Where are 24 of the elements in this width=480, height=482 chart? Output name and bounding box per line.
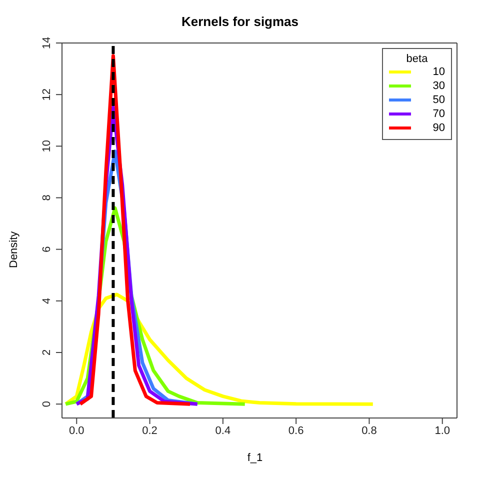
x-tick-label: 0.0 xyxy=(68,424,84,437)
x-tick-label: 0.8 xyxy=(362,424,377,437)
legend-title: beta xyxy=(405,53,429,65)
legend-label: 70 xyxy=(432,108,445,120)
x-tick-label: 1.0 xyxy=(434,424,450,437)
y-tick-label: 4 xyxy=(41,298,53,304)
legend-label: 50 xyxy=(432,94,445,106)
line-series xyxy=(78,54,192,406)
legend-label: 90 xyxy=(432,122,445,134)
x-tick-label: 0.6 xyxy=(288,424,304,437)
x-axis-title: f_1 xyxy=(246,452,264,464)
y-tick-label: 0 xyxy=(41,401,53,408)
x-tick-label: 0.4 xyxy=(215,424,231,437)
y-axis-title: Density xyxy=(8,230,20,268)
y-tick-label: 14 xyxy=(41,36,53,50)
y-tick-label: 6 xyxy=(41,246,53,252)
y-tick-label: 10 xyxy=(41,140,53,152)
legend-label: 30 xyxy=(432,80,445,92)
y-tick-label: 2 xyxy=(41,349,53,356)
chart-title: Kernels for sigmas xyxy=(180,14,300,29)
y-tick-label: 12 xyxy=(41,88,53,101)
x-tick-label: 0.2 xyxy=(142,424,158,437)
y-tick-label: 8 xyxy=(41,194,53,201)
legend-label: 10 xyxy=(432,66,445,78)
